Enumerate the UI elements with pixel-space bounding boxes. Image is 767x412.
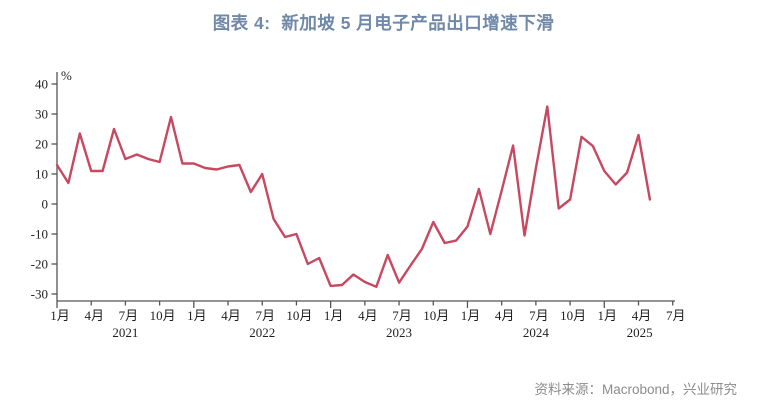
axis-tick-label: 7月 (666, 308, 686, 323)
axis-tick-label: 2022 (249, 325, 275, 340)
axis-tick-label: 30 (35, 107, 48, 122)
axis-tick-label: 1月 (461, 308, 481, 323)
x-axis: 1月 4月 7月 10月 2021 1月 4月 7月 10月 2022 1月 4月 7月 10月 2023 1… (50, 301, 685, 340)
axis-tick-label: 20 (35, 137, 48, 152)
axis-tick-label: 2023 (386, 325, 412, 340)
axis-tick-label: 7月 (529, 308, 549, 323)
chart-title: 图表 4: 新加坡 5 月电子产品出口增速下滑 (212, 13, 555, 33)
axis-tick-label: 10月 (560, 308, 586, 323)
axis-tick-label: 1月 (324, 308, 344, 323)
axis-tick-label: 1月 (598, 308, 618, 323)
axis-tick-label: 1月 (187, 308, 207, 323)
axis-tick-label: 7月 (255, 308, 275, 323)
axis-tick-label: 10 (35, 167, 48, 182)
axis-tick-label: 1月 (50, 308, 70, 323)
axis-tick-label: 40 (35, 77, 48, 92)
axis-tick-label: 10月 (150, 308, 176, 323)
axis-tick-label: -10 (31, 227, 48, 242)
axis-tick-label: 7月 (119, 308, 139, 323)
axis-tick-label: % (61, 68, 72, 83)
series-line-electronics-exports (55, 105, 652, 288)
axis-tick-label: 4月 (495, 308, 515, 323)
axis-tick-label: -20 (31, 257, 48, 272)
axis-tick-label: 0 (42, 197, 49, 212)
axis-tick-label: 4月 (221, 308, 241, 323)
y-axis-unit-label: % (61, 68, 72, 83)
y-axis: 40 30 20 10 0 -10 -20 -30 (31, 77, 57, 302)
axis-tick-label: 2021 (112, 325, 138, 340)
axis-tick-label: 4月 (84, 308, 104, 323)
axis-tick-label: 2024 (523, 325, 550, 340)
source-note: 资料来源：Macrobond，兴业研究 (534, 382, 737, 397)
axis-tick-label: 10月 (286, 308, 312, 323)
axis-tick-label: 4月 (632, 308, 652, 323)
axes (56, 72, 675, 302)
axis-tick-label: 4月 (358, 308, 378, 323)
axis-tick-label: -30 (31, 287, 48, 302)
axis-tick-label: 2025 (627, 325, 653, 340)
axis-tick-label: 10月 (423, 308, 449, 323)
axis-tick-label: 7月 (392, 308, 412, 323)
